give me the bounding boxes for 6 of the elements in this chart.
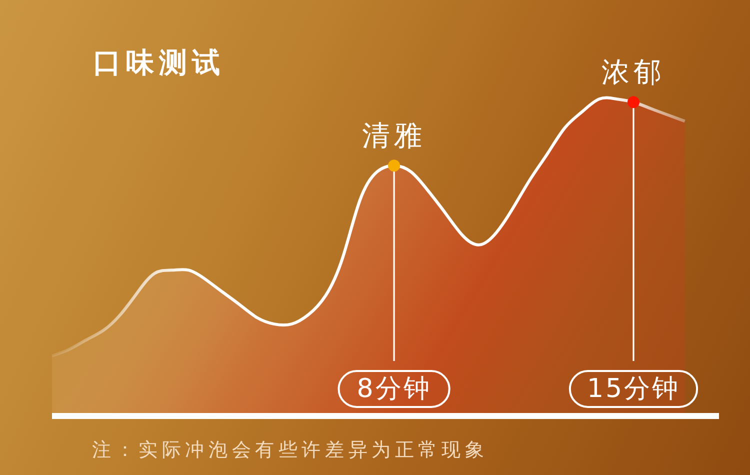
chart-title: 口味测试 (93, 45, 225, 81)
annotation: 清雅 (362, 119, 426, 152)
text: 注：实际冲泡会有些许差异为正常现象 (92, 438, 488, 463)
x-tick-label: 15分钟 (586, 374, 680, 404)
annotation: 浓郁 (601, 56, 666, 89)
x-tick-label: 8分钟 (356, 374, 432, 404)
